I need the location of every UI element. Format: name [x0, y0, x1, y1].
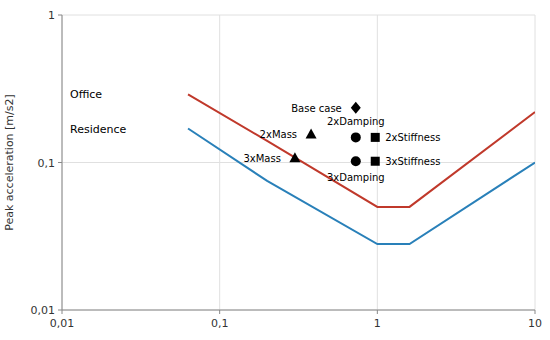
grid-line-y	[62, 310, 535, 311]
point	[289, 152, 300, 162]
line	[188, 94, 535, 207]
point-label: 3xDamping	[327, 172, 385, 183]
labels: Office Residence Base case 2xMass 3xMass 2xDa…	[70, 88, 440, 183]
y-tick	[58, 310, 62, 311]
y-tick	[58, 162, 62, 163]
point-label: 3xStiffness	[385, 156, 440, 167]
point-label: Base case	[291, 103, 342, 114]
y-tick-label: 0,1	[38, 157, 56, 170]
x-tick	[535, 310, 536, 314]
y-tick-label: 1	[48, 9, 55, 22]
grid	[62, 15, 535, 310]
x-tick	[219, 310, 220, 314]
point	[306, 128, 317, 138]
series-label: Office	[70, 88, 102, 101]
y-tick-label: 0,01	[31, 304, 56, 317]
x-tick-label: 10	[528, 317, 542, 330]
point-label: 2xMass	[260, 129, 297, 140]
point-label: 3xMass	[243, 153, 280, 164]
point	[351, 102, 361, 114]
grid-line-y	[62, 15, 535, 16]
series-label: Residence	[70, 123, 126, 136]
x-tick-label: 1	[374, 317, 381, 330]
x-tick-label: 0,1	[211, 317, 229, 330]
x-tick	[62, 310, 63, 314]
y-tick	[58, 15, 62, 16]
y-axis-label: Peak acceleration [m/s2]	[3, 94, 16, 231]
point	[351, 132, 361, 142]
point-label: 2xStiffness	[385, 132, 440, 143]
point	[351, 156, 361, 166]
x-axis-line	[62, 310, 535, 311]
line	[188, 129, 535, 245]
x-tick-label: 0,01	[50, 317, 75, 330]
x-tick	[377, 310, 378, 314]
chart: 0,01 0,1 1 10 0,01 0,1 1 Peak acceleration [m/s…	[0, 0, 550, 340]
point	[371, 157, 380, 166]
point-label: 2xDamping	[327, 116, 385, 127]
plot-area	[188, 94, 535, 244]
point	[371, 133, 380, 142]
